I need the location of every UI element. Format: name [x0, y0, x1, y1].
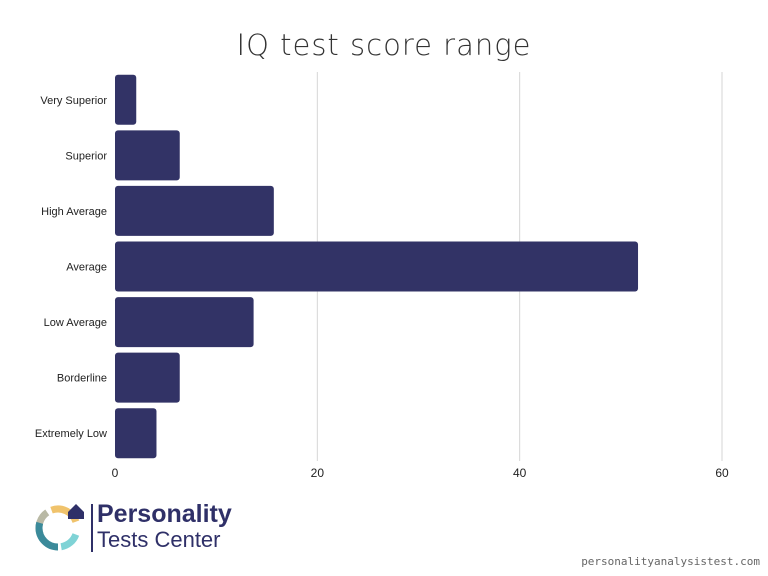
bar-high-average [115, 185, 274, 236]
x-tick-label: 60 [715, 466, 729, 480]
bar-average [115, 241, 639, 292]
y-category-label: Low Average [44, 317, 107, 329]
chart-title: IQ test score range [236, 28, 532, 62]
logo-icon [35, 504, 84, 551]
y-category-label: Superior [65, 150, 107, 162]
y-category-label: High Average [41, 206, 107, 218]
y-category-label: Borderline [57, 373, 107, 385]
y-category-label: Average [66, 262, 107, 274]
x-tick-label: 20 [311, 466, 325, 480]
bar-extremely-low [115, 408, 157, 459]
brand-name-line1: Personality [97, 500, 232, 528]
x-tick-label: 40 [513, 466, 527, 480]
website-url: personalityanalysistest.com [581, 555, 760, 568]
logo-divider [91, 504, 93, 552]
y-category-label: Extremely Low [35, 428, 107, 440]
bar-borderline [115, 352, 180, 403]
bar-low-average [115, 297, 254, 348]
brand-name-line2: Tests Center [97, 527, 221, 552]
bar-superior [115, 130, 180, 181]
y-category-label: Very Superior [40, 95, 107, 107]
bar-very-superior [115, 74, 137, 125]
x-tick-label: 0 [112, 466, 119, 480]
bar-chart: 0 20 40 60 Very Superior Superior High Average… [35, 72, 729, 480]
